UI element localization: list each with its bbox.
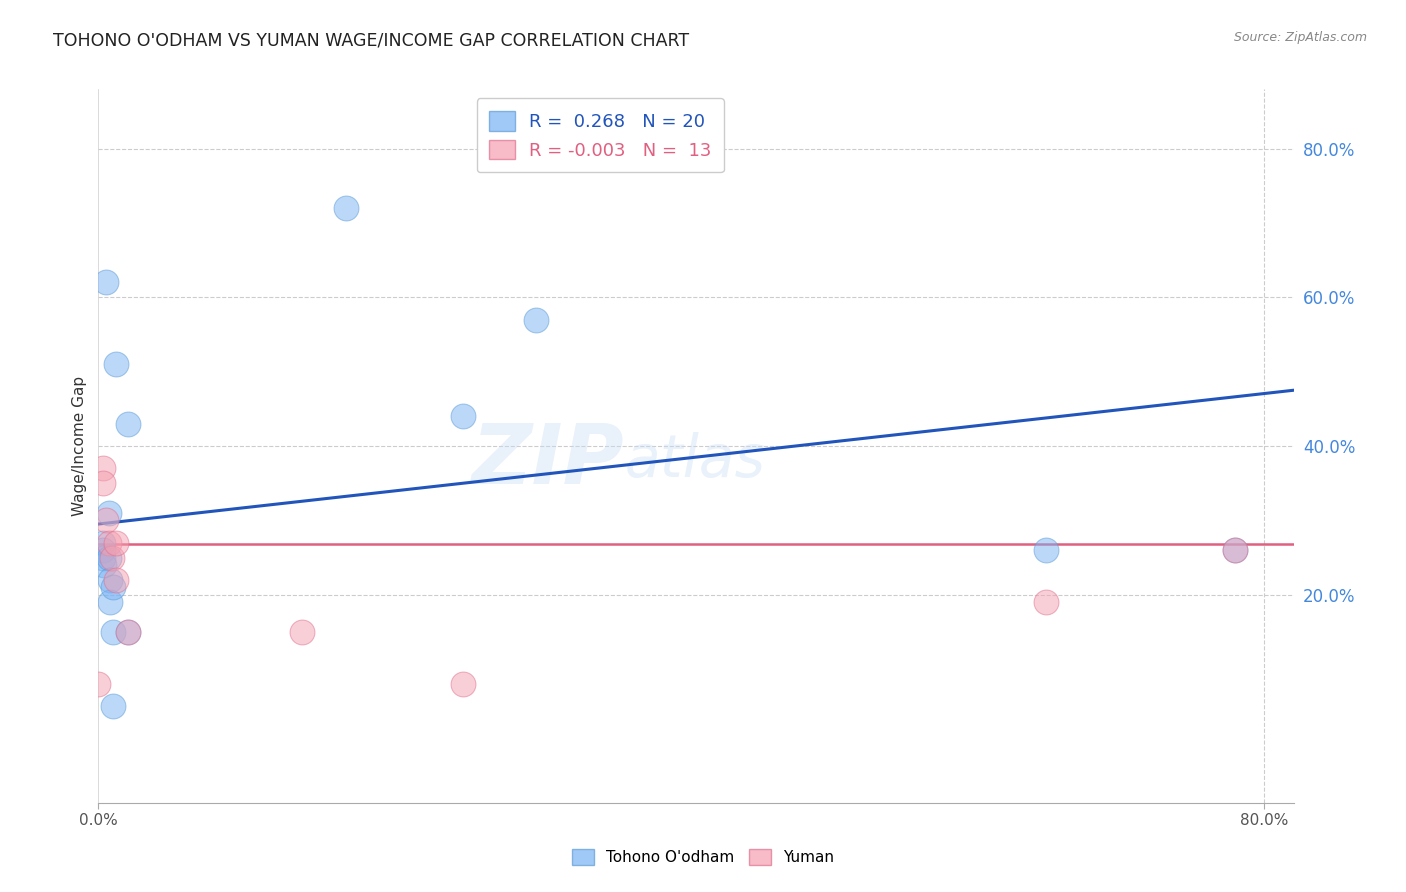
Point xyxy=(1225,543,1247,558)
Point xyxy=(104,535,127,549)
Point xyxy=(97,535,120,549)
Point xyxy=(1035,595,1057,609)
Point xyxy=(87,677,110,691)
Point xyxy=(1225,543,1247,558)
Point xyxy=(1035,543,1057,558)
Legend: Tohono O'odham, Yuman: Tohono O'odham, Yuman xyxy=(567,843,839,871)
Y-axis label: Wage/Income Gap: Wage/Income Gap xyxy=(72,376,87,516)
Point xyxy=(93,558,115,572)
Point xyxy=(451,677,474,691)
Text: TOHONO O'ODHAM VS YUMAN WAGE/INCOME GAP CORRELATION CHART: TOHONO O'ODHAM VS YUMAN WAGE/INCOME GAP … xyxy=(53,31,689,49)
Point xyxy=(335,201,357,215)
Point xyxy=(91,550,114,565)
Point xyxy=(91,535,114,549)
Point xyxy=(117,624,139,639)
Text: atlas: atlas xyxy=(624,432,765,489)
Point xyxy=(104,573,127,587)
Point xyxy=(91,543,114,558)
Point xyxy=(101,624,124,639)
Point xyxy=(291,624,314,639)
Point xyxy=(94,513,117,527)
Point xyxy=(98,573,121,587)
Point xyxy=(100,550,122,565)
Legend: R =  0.268   N = 20, R = -0.003   N =  13: R = 0.268 N = 20, R = -0.003 N = 13 xyxy=(477,98,724,172)
Point xyxy=(117,624,139,639)
Text: Source: ZipAtlas.com: Source: ZipAtlas.com xyxy=(1233,31,1367,45)
Point xyxy=(524,312,547,326)
Text: ZIP: ZIP xyxy=(471,420,624,500)
Point xyxy=(97,550,120,565)
Point xyxy=(104,357,127,371)
Point xyxy=(98,595,121,609)
Point xyxy=(91,476,114,491)
Point xyxy=(91,461,114,475)
Point xyxy=(101,699,124,714)
Point xyxy=(94,276,117,290)
Point xyxy=(451,409,474,424)
Point xyxy=(101,580,124,594)
Point xyxy=(97,506,120,520)
Point xyxy=(117,417,139,431)
